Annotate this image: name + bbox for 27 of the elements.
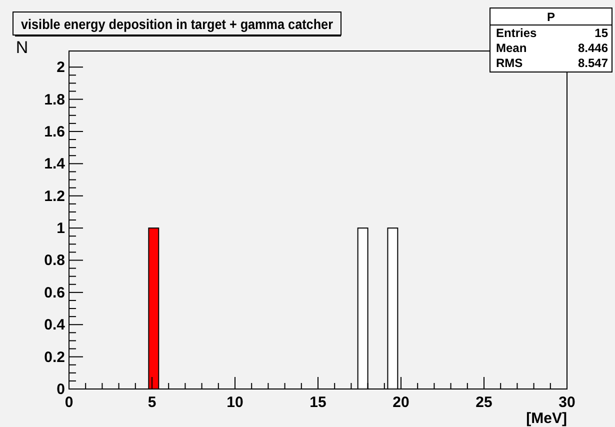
text: Entries xyxy=(496,26,538,40)
y-tick-label: 0.4 xyxy=(44,316,66,334)
text: P xyxy=(546,10,556,24)
x-tick-label: 20 xyxy=(392,394,410,411)
y-tick-label: 1.4 xyxy=(44,156,66,173)
y-tick-label: 1.6 xyxy=(44,123,65,140)
x-tick-label: 15 xyxy=(310,394,326,411)
x-tick-label: 25 xyxy=(476,394,492,411)
y-tick-label: 1.8 xyxy=(44,91,65,108)
x-tick-label: 30 xyxy=(558,394,576,411)
annotation: Mean xyxy=(496,41,527,55)
y-tick-label: 1 xyxy=(56,220,65,238)
y-tick-label: 0.8 xyxy=(44,252,65,270)
chart-title: visible energy deposition in target + gamma catcher xyxy=(21,16,367,32)
y-tick-label: 0.2 xyxy=(44,348,65,366)
text: 15 xyxy=(594,26,608,40)
y-axis-title: N xyxy=(16,38,28,57)
x-tick-label: 10 xyxy=(226,394,244,411)
text: 8.446 xyxy=(578,41,608,55)
x-axis-title: [MeV] xyxy=(526,410,567,427)
y-tick-label: 0.6 xyxy=(44,284,65,302)
text: 8.547 xyxy=(578,56,608,70)
y-tick-label: 0 xyxy=(56,381,65,398)
annotation: RMS xyxy=(496,56,523,70)
y-tick-label: 2 xyxy=(56,59,65,76)
x-tick-label: 5 xyxy=(148,394,156,411)
y-tick-label: 1.2 xyxy=(44,188,65,205)
